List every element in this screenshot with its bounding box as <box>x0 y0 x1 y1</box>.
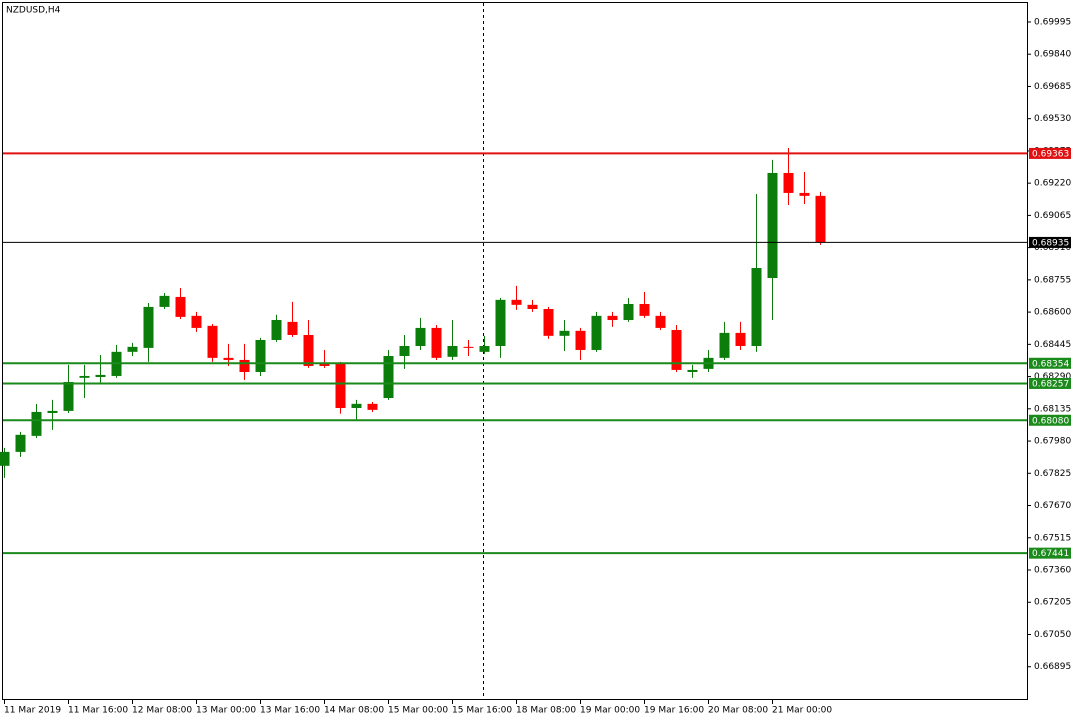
level-label: 0.68257 <box>1032 379 1069 389</box>
candle-body <box>751 268 762 347</box>
candle-body <box>527 304 538 309</box>
candle-body <box>719 332 730 358</box>
price-label: 0.68935 <box>1032 238 1069 248</box>
y-tick-label: 0.69995 <box>1034 17 1071 27</box>
candle-body <box>591 315 602 350</box>
y-tick-label: 0.68290 <box>1034 372 1071 382</box>
candle-body <box>559 330 570 336</box>
level-label: 0.68354 <box>1032 359 1069 369</box>
candle-body <box>511 299 522 305</box>
y-tick-label: 0.69220 <box>1034 179 1071 189</box>
x-tick-label: 21 Mar 00:00 <box>772 706 832 716</box>
x-tick-label: 19 Mar 16:00 <box>644 706 704 716</box>
candle-body <box>783 172 794 193</box>
candle-body <box>287 321 298 335</box>
y-tick-label: 0.69685 <box>1034 82 1071 92</box>
candle-body <box>735 332 746 347</box>
candle-body <box>543 308 554 336</box>
x-tick-label: 15 Mar 00:00 <box>388 706 448 716</box>
chart-title: NZDUSD,H4 <box>6 6 61 16</box>
y-tick-label: 0.67825 <box>1034 469 1071 479</box>
candle-body <box>767 172 778 278</box>
candle-body <box>95 374 106 377</box>
candle-body <box>431 327 442 358</box>
candle-body <box>463 346 474 348</box>
x-tick-label: 11 Mar 2019 <box>4 706 61 716</box>
level-label: 0.67441 <box>1032 549 1069 559</box>
candle-body <box>47 410 58 413</box>
candle-body <box>623 303 634 321</box>
candle-body <box>495 299 506 347</box>
candle-body <box>127 346 138 352</box>
y-tick-label: 0.68445 <box>1034 340 1071 350</box>
candle-body <box>31 411 42 436</box>
candle-body <box>175 296 186 317</box>
level-label-box <box>1029 357 1071 369</box>
level-label-box <box>1029 547 1071 559</box>
y-tick-label: 0.68755 <box>1034 275 1071 285</box>
candle-body <box>0 451 10 466</box>
candle-body <box>639 303 650 316</box>
candle-body <box>815 195 826 243</box>
candle-body <box>383 355 394 399</box>
candle-body <box>63 381 74 411</box>
y-tick-label: 0.69530 <box>1034 114 1071 124</box>
x-tick-label: 15 Mar 16:00 <box>452 706 512 716</box>
candle-body <box>319 363 330 366</box>
candle-body <box>415 327 426 347</box>
candle-body <box>191 315 202 328</box>
candle-body <box>159 295 170 307</box>
y-tick-label: 0.68135 <box>1034 404 1071 414</box>
y-tick-label: 0.67515 <box>1034 533 1071 543</box>
x-tick-label: 19 Mar 00:00 <box>580 706 640 716</box>
y-tick-label: 0.67670 <box>1034 501 1071 511</box>
y-tick-label: 0.69065 <box>1034 211 1071 221</box>
candle-body <box>15 434 26 452</box>
price-label-box <box>1029 236 1071 248</box>
candle-body <box>607 315 618 321</box>
x-tick-label: 12 Mar 08:00 <box>132 706 192 716</box>
candle-body <box>255 339 266 373</box>
candle-body <box>399 346 410 356</box>
candle-body <box>655 315 666 328</box>
y-tick-label: 0.67980 <box>1034 437 1071 447</box>
candle-body <box>207 325 218 358</box>
y-tick-label: 0.66895 <box>1034 662 1071 672</box>
candle-body <box>575 330 586 350</box>
candle-body <box>799 192 810 196</box>
level-label-box <box>1029 377 1071 389</box>
candle-body <box>239 359 250 373</box>
y-tick-label: 0.67205 <box>1034 598 1071 608</box>
candle-body <box>143 306 154 348</box>
x-tick-label: 14 Mar 08:00 <box>324 706 384 716</box>
candle-body <box>447 346 458 357</box>
y-tick-label: 0.68600 <box>1034 308 1071 318</box>
level-label-box <box>1029 414 1071 426</box>
level-label-box <box>1029 147 1071 159</box>
y-tick-label: 0.67360 <box>1034 566 1071 576</box>
candle-body <box>367 403 378 410</box>
plot-frame <box>2 2 1028 700</box>
x-tick-label: 20 Mar 08:00 <box>708 706 768 716</box>
candle-body <box>351 403 362 408</box>
candle-body <box>271 320 282 340</box>
x-tick-label: 11 Mar 16:00 <box>68 706 128 716</box>
x-tick-label: 13 Mar 00:00 <box>196 706 256 716</box>
candle-body <box>79 375 90 378</box>
candle-body <box>479 346 490 352</box>
candle-body <box>671 329 682 370</box>
x-tick-label: 18 Mar 08:00 <box>516 706 576 716</box>
candle-body <box>223 357 234 360</box>
level-label: 0.68080 <box>1032 416 1069 426</box>
y-tick-label: 0.69840 <box>1034 50 1071 60</box>
candle-body <box>687 369 698 373</box>
level-label: 0.69363 <box>1032 149 1069 159</box>
y-tick-label: 0.68910 <box>1034 243 1071 253</box>
y-tick-label: 0.67050 <box>1034 630 1071 640</box>
x-tick-label: 13 Mar 16:00 <box>260 706 320 716</box>
candle-body <box>335 363 346 408</box>
candle-body <box>303 334 314 366</box>
